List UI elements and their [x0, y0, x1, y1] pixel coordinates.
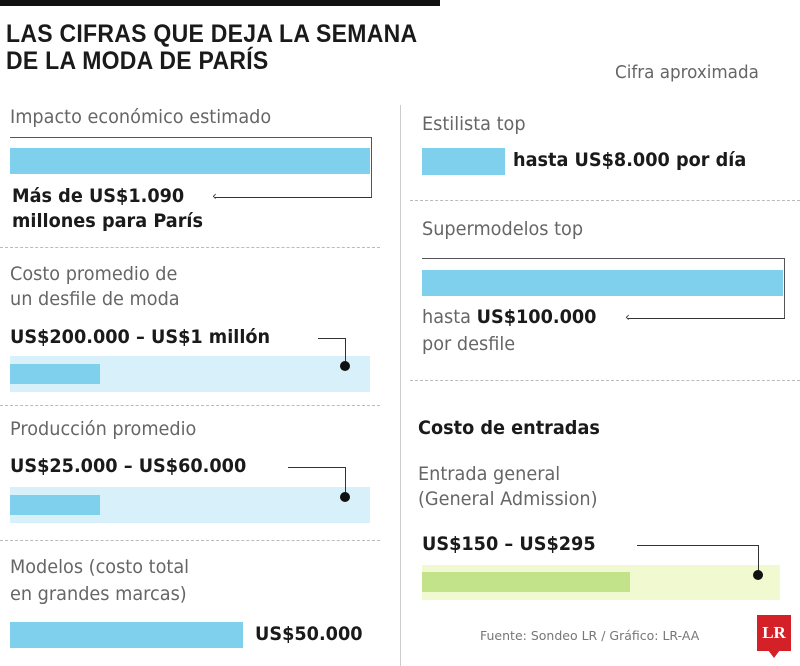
show-cost-value: US$200.000 – US$1 millón	[10, 326, 271, 348]
divider	[0, 405, 380, 406]
supermodels-suffix: por desfile	[422, 333, 516, 355]
range-dot	[340, 492, 350, 502]
column-divider	[400, 105, 401, 666]
models-label-1: Modelos (costo total	[10, 556, 190, 578]
arrow-head-icon: ‹	[212, 189, 217, 203]
supermodels-bracket	[422, 258, 785, 318]
show-cost-label-1: Costo promedio de	[10, 263, 178, 285]
supermodels-arrow	[628, 318, 785, 319]
connector	[345, 338, 346, 366]
tickets-label-1: Entrada general	[418, 463, 561, 485]
range-dot	[753, 570, 763, 580]
arrow-head-icon: ‹	[625, 310, 630, 324]
divider	[0, 540, 380, 541]
supermodels-bar	[422, 270, 783, 296]
supermodels-value: hasta US$100.000	[422, 306, 596, 328]
tickets-value: US$150 – US$295	[422, 533, 596, 555]
connector	[637, 545, 759, 546]
divider	[410, 200, 800, 201]
lr-logo-text: LR	[762, 623, 786, 642]
show-cost-label-2: un desfile de moda	[10, 288, 180, 310]
impact-bar	[10, 148, 370, 174]
models-label-2: en grandes marcas)	[10, 583, 187, 605]
connector	[288, 467, 346, 468]
impact-arrow	[215, 197, 372, 198]
title-line-2: DE LA MODA DE PARÍS	[6, 47, 269, 75]
production-label: Producción promedio	[10, 418, 197, 440]
lr-logo-tail	[768, 650, 780, 658]
supermodels-prefix: hasta	[422, 306, 471, 328]
supermodels-amount: US$100.000	[476, 306, 597, 328]
lr-logo: LR	[757, 615, 791, 651]
production-value: US$25.000 – US$60.000	[10, 455, 247, 477]
source-note: Fuente: Sondeo LR / Gráfico: LR-AA	[480, 628, 700, 643]
title-line-1: LAS CIFRAS QUE DEJA LA SEMANA	[6, 20, 418, 48]
divider	[410, 380, 800, 381]
impact-label: Impacto económico estimado	[10, 106, 272, 128]
top-rule	[0, 0, 440, 6]
range-dot	[340, 361, 350, 371]
models-value: US$50.000	[255, 623, 363, 645]
tickets-bar	[422, 572, 630, 592]
stylist-label: Estilista top	[422, 113, 526, 135]
impact-value-1: Más de US$1.090	[12, 185, 185, 207]
stylist-bar	[422, 148, 505, 175]
divider	[0, 247, 380, 248]
connector	[318, 338, 346, 339]
tickets-heading: Costo de entradas	[418, 417, 600, 439]
approx-note: Cifra aproximada	[615, 62, 759, 83]
tickets-label-2: (General Admission)	[418, 488, 598, 510]
stylist-value: hasta US$8.000 por día	[513, 149, 747, 171]
production-bar	[10, 495, 100, 515]
impact-value-2: millones para París	[12, 210, 204, 232]
show-cost-bar	[10, 364, 100, 384]
impact-bracket	[10, 137, 372, 197]
connector	[758, 545, 759, 575]
connector	[345, 467, 346, 497]
supermodels-label: Supermodelos top	[422, 218, 584, 240]
models-bar	[10, 622, 243, 648]
